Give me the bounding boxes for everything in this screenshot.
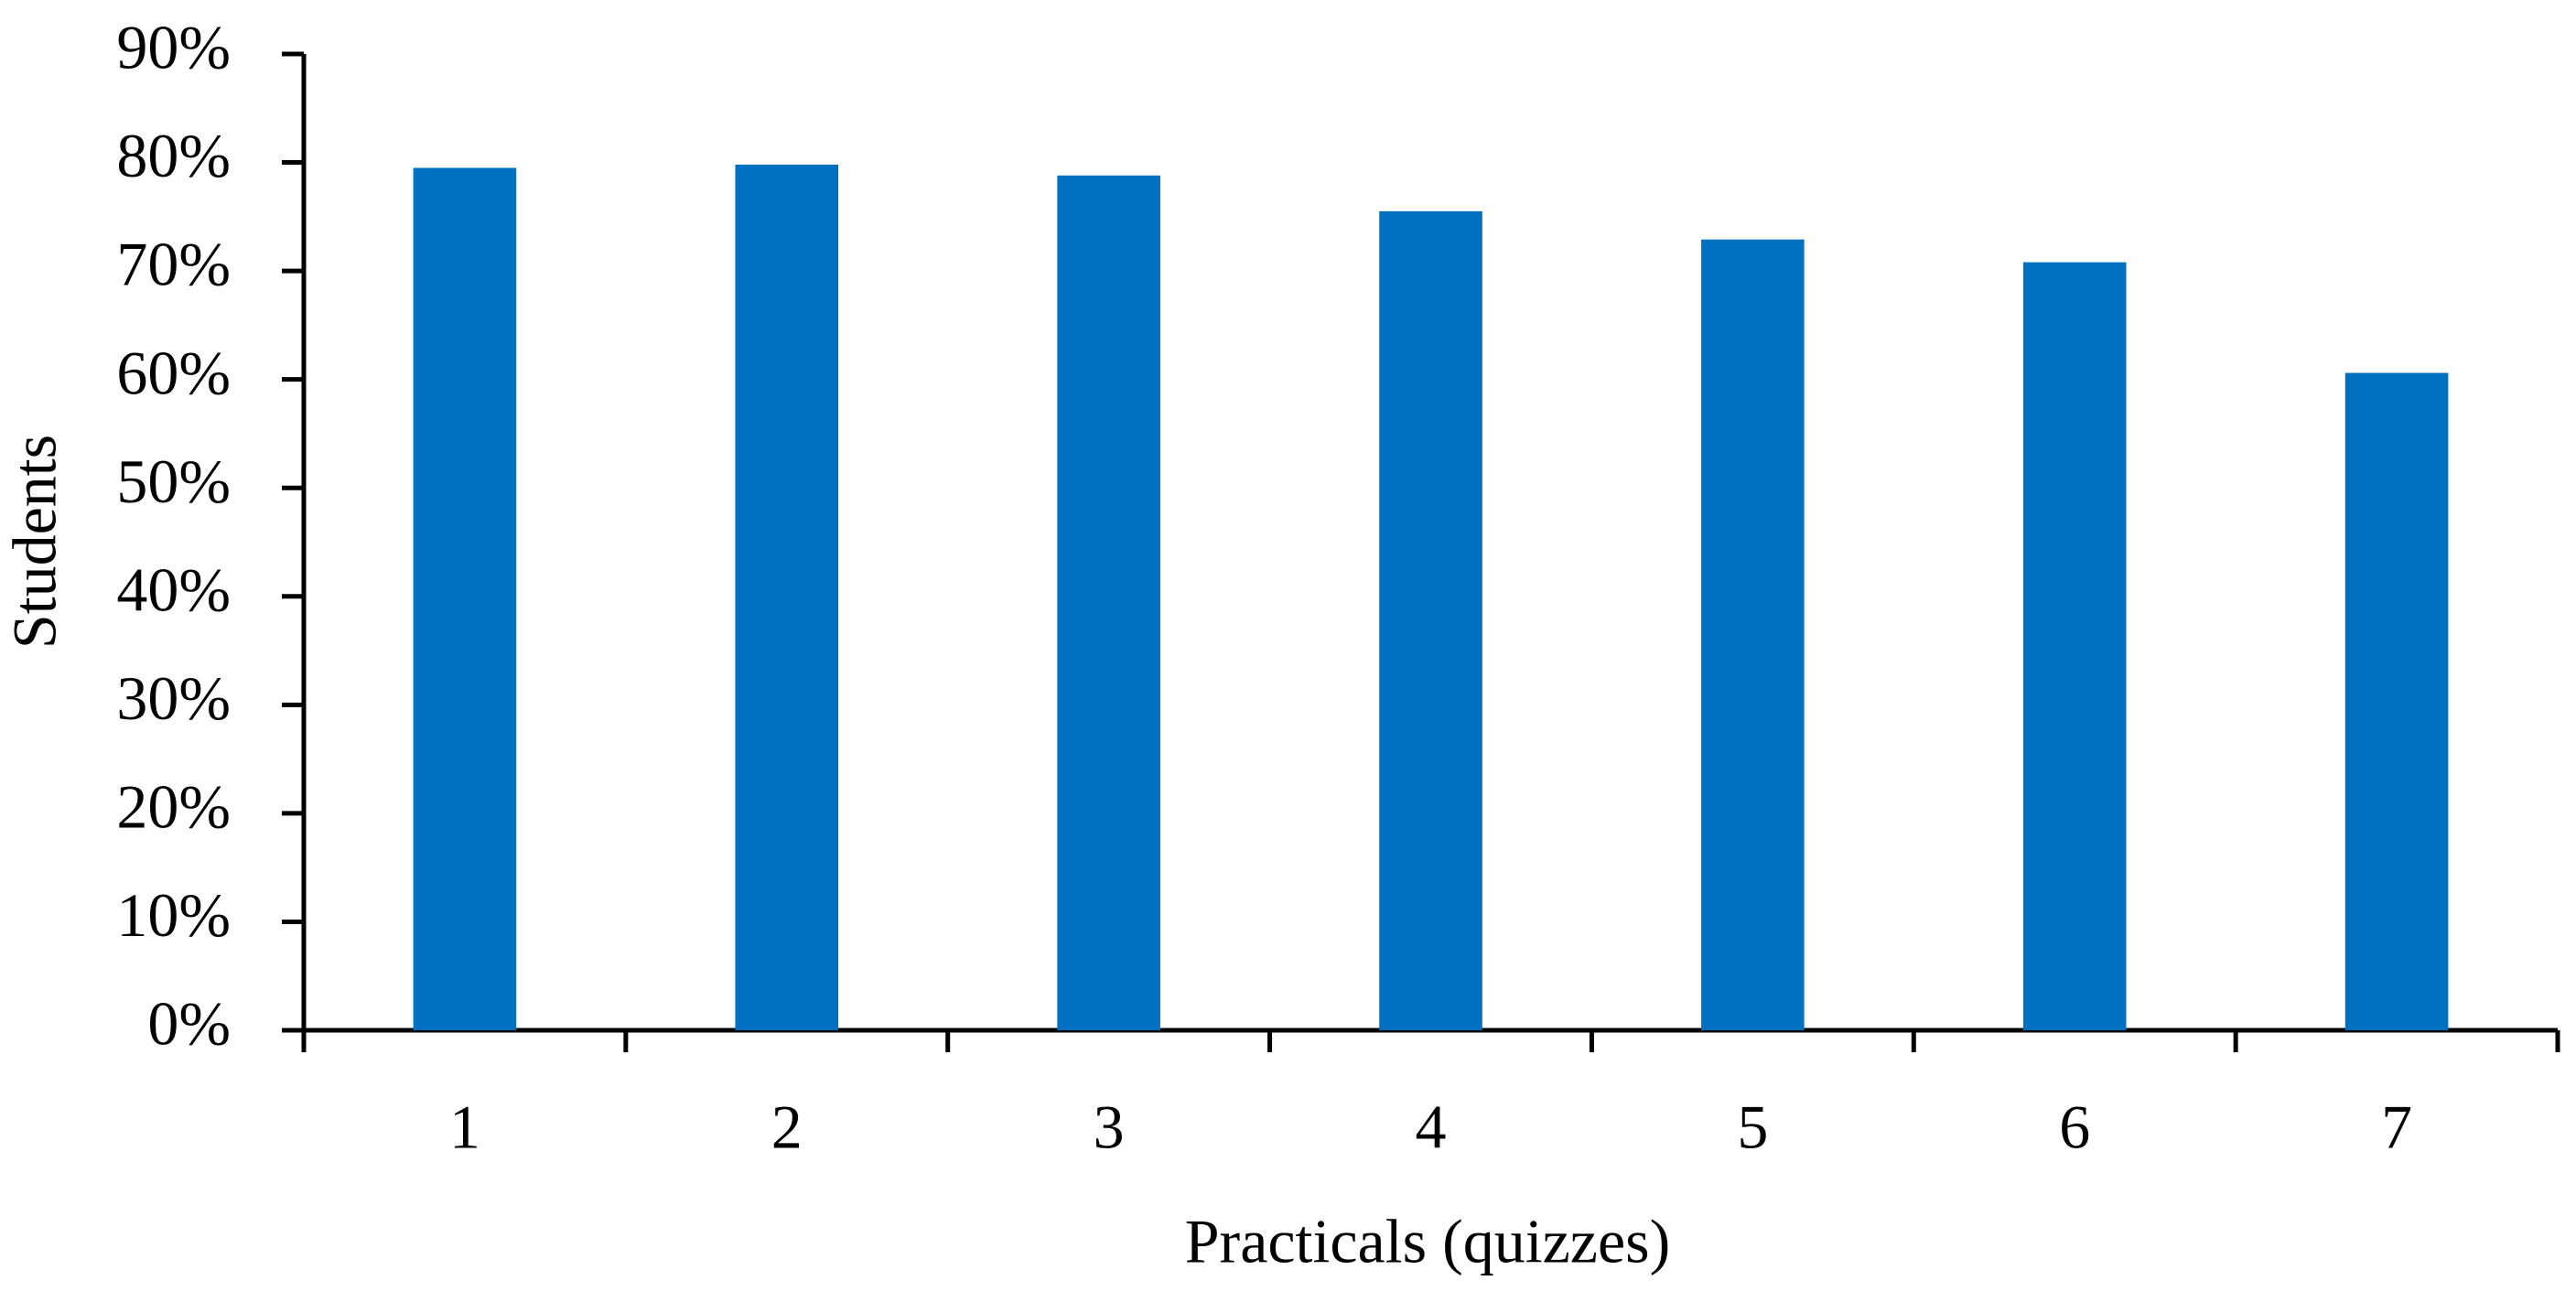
- y-tick-label: 90%: [116, 13, 231, 82]
- x-tick-label: 5: [1737, 1092, 1768, 1162]
- y-tick-label: 80%: [116, 121, 231, 190]
- bar: [2022, 262, 2127, 1030]
- y-tick-label: 30%: [116, 663, 231, 733]
- bar: [1057, 175, 1160, 1030]
- bar: [1379, 210, 1482, 1031]
- bar: [413, 167, 517, 1030]
- x-tick-label: 1: [449, 1092, 480, 1162]
- y-tick-label: 0%: [147, 989, 231, 1059]
- y-tick-label: 20%: [116, 771, 231, 841]
- y-tick-label: 60%: [116, 338, 231, 407]
- bar: [1701, 239, 1805, 1031]
- y-tick-label: 70%: [116, 230, 231, 299]
- x-tick-label: 4: [1416, 1092, 1447, 1162]
- x-axis-title: Practicals (quizzes): [1185, 1207, 1671, 1276]
- y-axis-title: Students: [0, 435, 70, 649]
- y-tick-label: 10%: [116, 880, 231, 950]
- x-tick-label: 7: [2381, 1092, 2412, 1162]
- y-tick-label: 50%: [116, 447, 231, 516]
- x-tick-label: 6: [2059, 1092, 2090, 1162]
- y-tick-label: 40%: [116, 554, 231, 624]
- bar: [735, 164, 839, 1031]
- bar: [2344, 372, 2449, 1030]
- x-tick-label: 2: [771, 1092, 803, 1162]
- x-tick-label: 3: [1094, 1092, 1125, 1162]
